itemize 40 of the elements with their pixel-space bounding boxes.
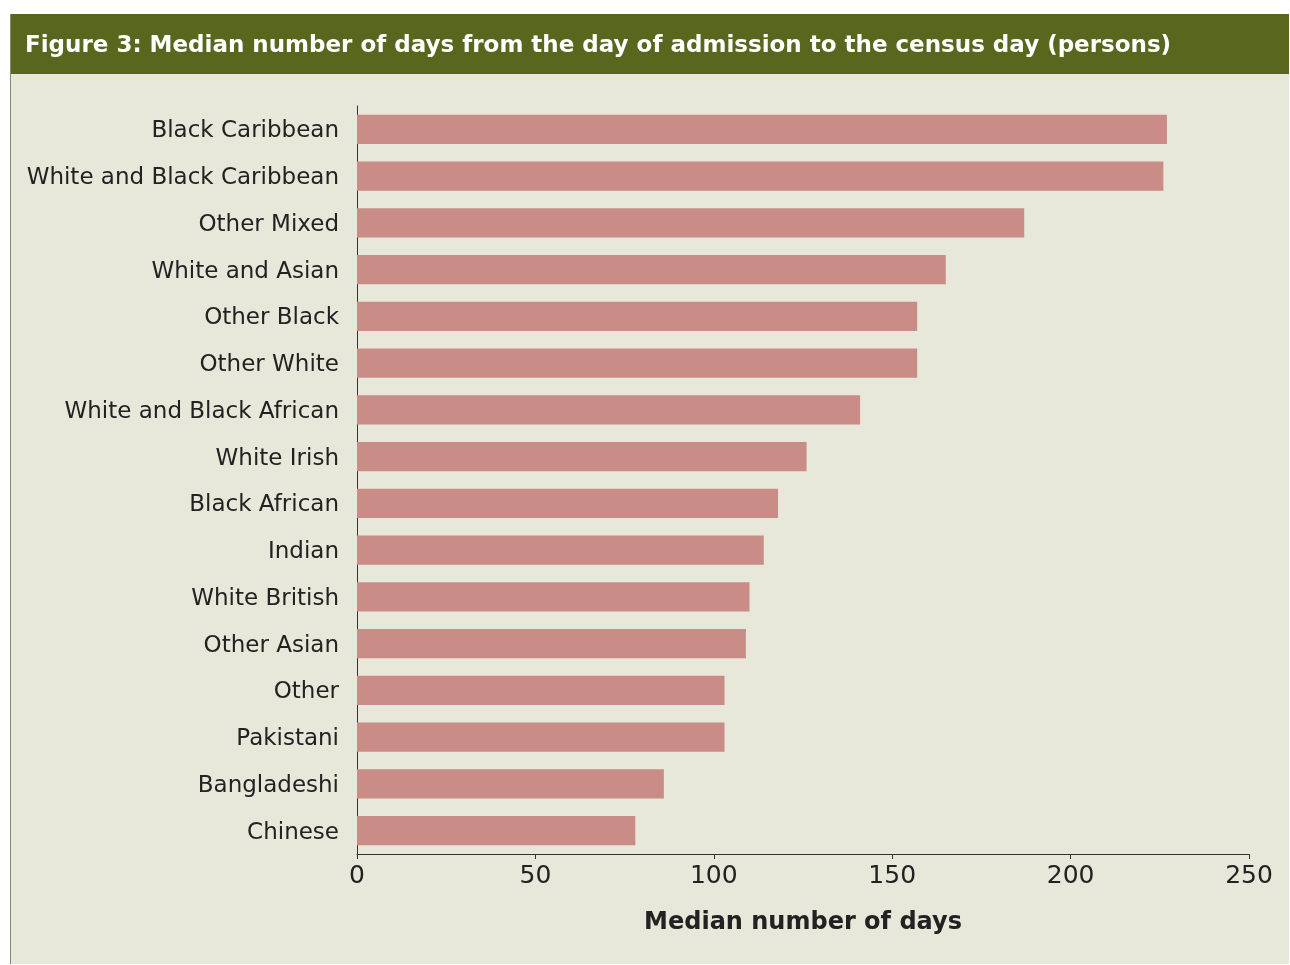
bar [357,301,918,332]
x-tick-label: 200 [1046,860,1095,889]
y-tick-label: White and Black Caribbean [26,163,339,190]
y-tick-label: Black African [189,490,339,517]
y-tick-label: Other Mixed [198,209,339,236]
x-tick-label: 150 [868,860,917,889]
y-tick-label: Indian [267,537,339,564]
bar [357,675,725,706]
y-tick-label: Bangladeshi [197,770,339,797]
bar [357,769,664,799]
bar [357,208,1025,238]
bar [357,488,779,519]
y-tick-label: Black Caribbean [151,116,339,143]
x-axis-title: Median number of days [644,907,962,935]
bar [357,582,750,612]
x-tick-label: 250 [1225,860,1273,889]
x-tick-label: 100 [689,860,738,889]
y-tick-label: Chinese [247,817,339,844]
y-tick-label: White and Black African [64,396,339,423]
x-tick-label: 0 [349,860,365,889]
y-tick-label: Other Black [204,303,340,330]
bar [357,628,746,659]
y-tick-label: White and Asian [151,256,339,283]
y-tick-label: Pakistani [236,724,339,751]
bar [357,348,918,378]
chart-title: Figure 3: Median number of days from the day of admission to the census day (persons) [11,14,1289,74]
bar [357,441,807,472]
y-tick-label: Other [273,677,340,704]
bar [357,161,1164,191]
bar [357,535,764,565]
bar [357,722,725,752]
y-tick-label: Other White [199,350,339,377]
bar [357,114,1167,145]
bar [357,815,636,846]
x-tick-label: 50 [519,860,552,889]
bar [357,395,861,425]
y-tick-label: White British [191,583,339,610]
y-tick-label: White Irish [215,443,339,470]
y-tick-label: Other Asian [203,630,339,657]
bar [357,254,946,285]
